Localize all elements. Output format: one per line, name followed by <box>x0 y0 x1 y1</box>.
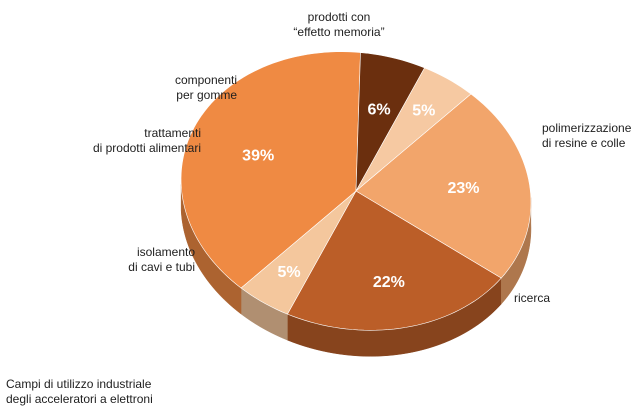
pie-slice-3 <box>355 52 425 192</box>
chart-caption: Campi di utilizzo industriale degli accel… <box>6 377 153 406</box>
pie-slice-2 <box>180 51 361 289</box>
pie-slice-label-3: trattamenti di prodotti alimentari <box>93 126 201 155</box>
pie-slice-4 <box>355 67 472 192</box>
pie-slice-value-3: 6% <box>368 101 391 118</box>
pie-slice-value-4: 5% <box>412 103 435 120</box>
pie-slice-label-0: polimerizzazione di resine e colle <box>542 121 632 150</box>
pie-slice-label-5: prodotti con “effetto memoria” <box>293 10 384 39</box>
pie-slice-label-4: componenti per gomme <box>175 73 237 102</box>
pie-slice-label-1: ricerca <box>514 291 550 305</box>
pie-slice-value-0: 22% <box>373 274 405 291</box>
pie-slice-5 <box>355 93 532 279</box>
pie-slice-value-2: 39% <box>242 147 274 164</box>
pie-slice-value-5: 23% <box>447 180 479 197</box>
pie-slice-1 <box>240 190 357 315</box>
pie-slice-value-1: 5% <box>278 264 301 281</box>
pie-slice-label-2: isolamento di cavi e tubi <box>128 245 195 274</box>
pie-slice-0 <box>287 190 502 331</box>
